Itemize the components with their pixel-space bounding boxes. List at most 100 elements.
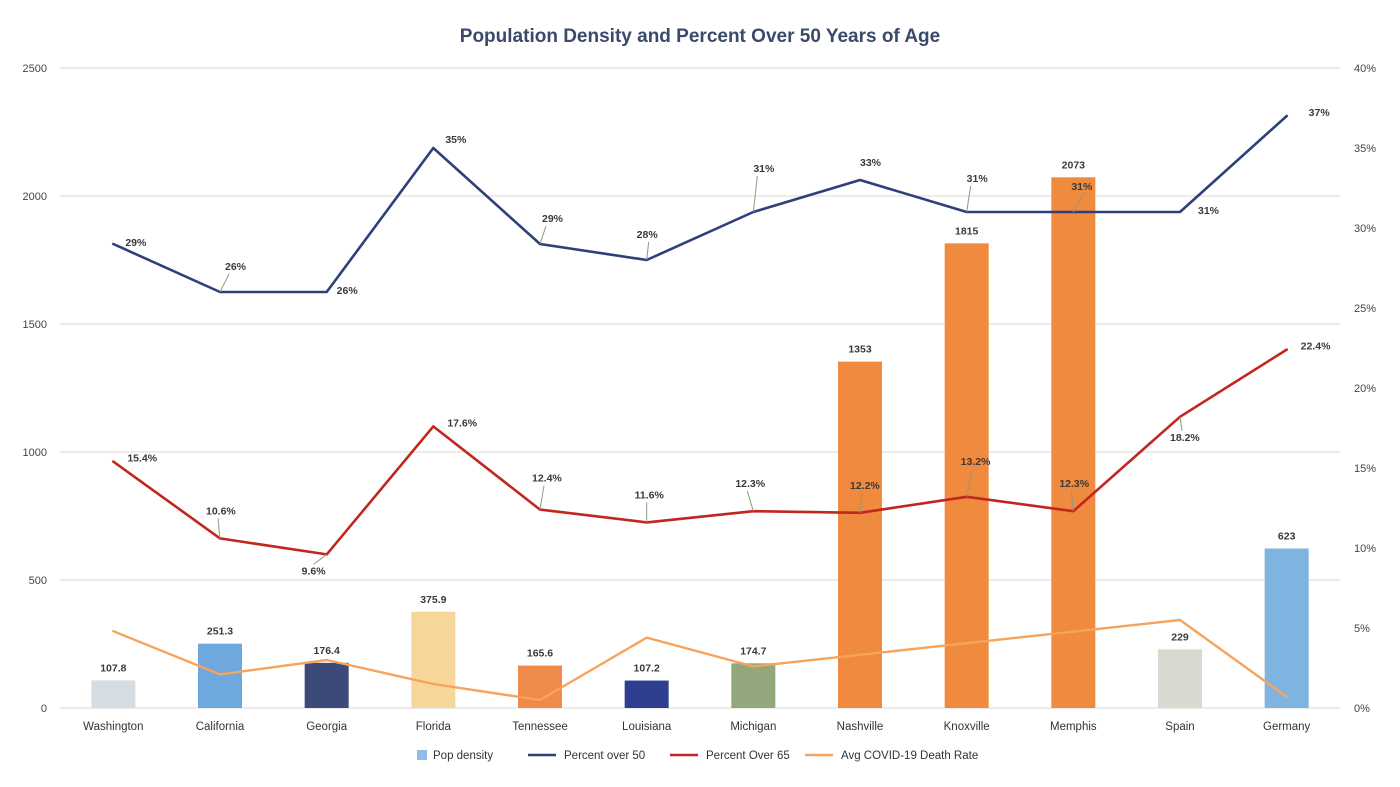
bar-florida — [411, 611, 456, 708]
left-axis-tick-label: 2000 — [23, 191, 47, 203]
data-label-leader — [1179, 416, 1183, 431]
bar-data-label: 1353 — [848, 344, 872, 356]
legend-label: Percent Over 65 — [706, 750, 790, 762]
bar-data-label: 107.8 — [100, 662, 126, 674]
legend-label: Percent over 50 — [564, 750, 645, 762]
line-data-label: 26% — [337, 285, 359, 297]
data-label-leader — [1070, 491, 1074, 512]
left-axis-tick-label: 500 — [29, 575, 47, 587]
data-label-leader — [752, 175, 758, 213]
left-axis: 0 500 1000 1500 2000 2500 — [23, 63, 47, 715]
bar-data-label: 165.6 — [527, 648, 553, 660]
bar-data-labels: 107.8 251.3 176.4 375.9 165.6 107.2 174.7 1353 1… — [100, 159, 1295, 674]
right-axis-tick-label: 15% — [1354, 463, 1376, 475]
bar-memphis — [1051, 177, 1096, 708]
line-data-label: 31% — [1071, 181, 1093, 193]
right-axis-tick-label: 5% — [1354, 623, 1370, 635]
bar-data-label: 229 — [1171, 631, 1189, 643]
line-data-label: 12.2% — [850, 480, 880, 492]
bar-tennessee — [518, 665, 562, 708]
gridlines — [60, 67, 1340, 709]
line-data-label: 10.6% — [206, 505, 236, 517]
right-axis-tick-label: 40% — [1354, 63, 1376, 75]
line-data-label: 17.6% — [447, 417, 477, 429]
data-label-leader — [966, 185, 972, 213]
bar-data-label: 176.4 — [314, 645, 340, 657]
data-label-leader — [219, 273, 230, 293]
legend-swatch-pop-density — [417, 750, 427, 760]
category-label: California — [196, 721, 245, 733]
bar-knoxville — [944, 243, 989, 709]
line-data-label: 29% — [125, 237, 147, 249]
bar-data-label: 107.2 — [634, 663, 660, 675]
data-label-leader — [1072, 193, 1084, 213]
line-data-labels: 29% 26% 26% 35% 29% 28% 31% 33% 31% 31% 31% 37% 15.4… — [125, 107, 1331, 577]
category-label: Knoxville — [944, 721, 990, 733]
legend-label: Pop density — [433, 750, 493, 762]
left-axis-tick-label: 0 — [41, 703, 47, 715]
left-axis-tick-label: 1500 — [23, 319, 47, 331]
line-data-label: 12.3% — [1059, 478, 1089, 490]
line-data-label: 18.2% — [1170, 432, 1200, 444]
line-data-label: 37% — [1309, 107, 1331, 119]
category-label: Tennessee — [512, 721, 568, 733]
data-label-leader — [313, 554, 327, 565]
category-label: Michigan — [730, 721, 776, 733]
category-label: Florida — [416, 721, 452, 733]
left-axis-tick-label: 1000 — [23, 447, 47, 459]
line-percent-over-50 — [112, 114, 1288, 294]
bar-data-label: 174.7 — [740, 645, 766, 657]
line-data-label: 31% — [753, 163, 775, 175]
line-percent-over-65 — [112, 348, 1288, 556]
right-axis-tick-label: 20% — [1354, 383, 1376, 395]
bar-spain — [1158, 649, 1202, 708]
bar-washington — [91, 680, 136, 708]
data-label-leader — [539, 485, 545, 510]
right-axis-tick-label: 30% — [1354, 223, 1376, 235]
right-axis: 0% 5% 10% 15% 20% 25% 30% 35% 40% — [1354, 63, 1376, 715]
bar-data-label: 2073 — [1062, 159, 1086, 171]
category-label: Memphis — [1050, 721, 1097, 733]
category-label: Washington — [83, 721, 143, 733]
line-data-label: 11.6% — [635, 489, 665, 501]
line-data-label: 13.2% — [961, 456, 991, 468]
line-data-label: 9.6% — [302, 565, 327, 577]
category-label: Nashville — [837, 721, 884, 733]
bar-nashville — [838, 361, 882, 708]
data-label-leader — [746, 491, 754, 512]
line-data-label: 33% — [860, 157, 882, 169]
line-data-label: 28% — [637, 229, 659, 241]
category-label: Germany — [1263, 721, 1311, 733]
line-avg-covid-19-death-rate — [112, 618, 1288, 702]
right-axis-tick-label: 0% — [1354, 703, 1370, 715]
line-data-label: 29% — [542, 213, 564, 225]
bar-data-label: 1815 — [955, 225, 979, 237]
category-label: Georgia — [306, 721, 348, 733]
data-label-leader — [966, 468, 974, 497]
bar-data-label: 623 — [1278, 531, 1296, 543]
bar-germany — [1264, 548, 1309, 708]
category-label: Spain — [1165, 721, 1194, 733]
line-data-label: 22.4% — [1301, 341, 1331, 353]
legend-label: Avg COVID-19 Death Rate — [841, 750, 978, 762]
bar-data-label: 251.3 — [207, 626, 233, 638]
bar-louisiana — [624, 680, 669, 708]
bar-series — [91, 177, 1309, 709]
line-data-label: 31% — [967, 173, 989, 185]
data-label-leader — [539, 225, 547, 245]
bar-data-label: 375.9 — [420, 594, 446, 606]
chart-title: Population Density and Percent Over 50 Y… — [459, 26, 941, 47]
data-label-leader — [646, 241, 650, 261]
line-data-label: 12.3% — [735, 478, 765, 490]
line-series — [112, 114, 1288, 702]
category-axis: Washington California Georgia Florida Tennes… — [83, 721, 1310, 733]
legend: Pop density Percent over 50 Percent Over 6… — [417, 750, 978, 762]
line-data-label: 26% — [225, 261, 247, 273]
data-label-leader — [859, 492, 863, 513]
line-data-label: 15.4% — [127, 453, 157, 465]
line-data-label: 12.4% — [532, 473, 562, 485]
data-label-leader — [217, 518, 221, 539]
right-axis-tick-label: 10% — [1354, 543, 1376, 555]
bar-georgia — [304, 662, 349, 708]
bar-michigan — [731, 663, 776, 708]
